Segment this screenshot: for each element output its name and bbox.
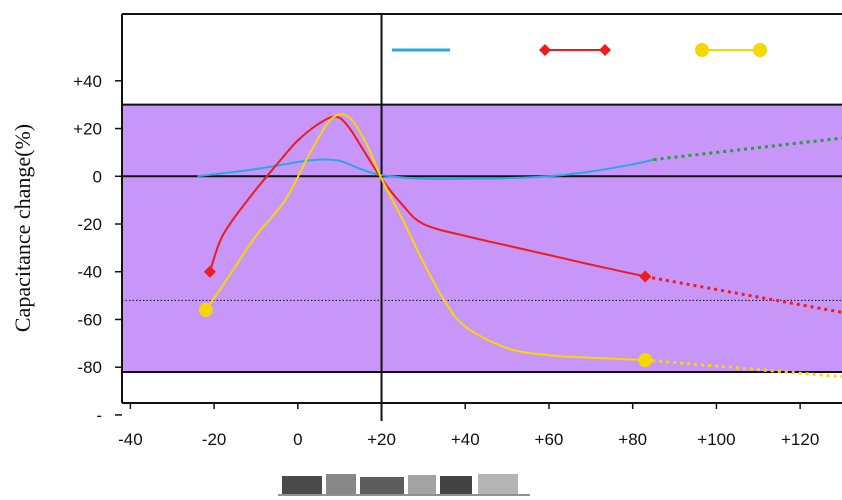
y-axis-label: Capacitance change(%) xyxy=(10,124,35,332)
x-tick-label-6: +80 xyxy=(618,430,647,449)
y-tick-label-6: -80 xyxy=(77,358,102,377)
legend xyxy=(392,43,767,57)
y-tick-label-0: +40 xyxy=(73,72,102,91)
series-0 xyxy=(197,136,842,180)
x-axis-label-smudge xyxy=(278,474,530,496)
y-tick-label-3: -20 xyxy=(77,215,102,234)
series-2-line xyxy=(204,113,646,361)
x-tick-label-4: +40 xyxy=(451,430,480,449)
series-2-extension xyxy=(645,358,842,379)
legend-marker-red-right xyxy=(599,44,611,56)
legend-marker-yellow-right xyxy=(753,43,767,57)
series-1-line xyxy=(208,115,646,278)
legend-marker-yellow-left xyxy=(695,43,709,57)
series-2 xyxy=(198,113,842,379)
x-tick-label-2: 0 xyxy=(293,430,302,449)
series-1-marker-1 xyxy=(639,270,652,283)
series-0-line xyxy=(197,158,654,180)
y-tick-label-2: 0 xyxy=(93,167,102,186)
x-tick-label-0: -40 xyxy=(118,430,143,449)
y-tick-label-1: +20 xyxy=(73,120,102,139)
series-2-marker-1 xyxy=(638,353,653,368)
x-tick-label-1: -20 xyxy=(202,430,227,449)
y-tick-label-7: - xyxy=(96,406,102,425)
legend-marker-red-left xyxy=(539,44,551,56)
x-tick-label-3: +20 xyxy=(367,430,396,449)
series-1-marker-0 xyxy=(203,265,216,278)
limit-band xyxy=(122,104,842,372)
y-tick-label-4: -40 xyxy=(77,263,102,282)
x-tick-label-5: +60 xyxy=(535,430,564,449)
x-tick-label-8: +120 xyxy=(781,430,819,449)
x-tick-label-7: +100 xyxy=(697,430,735,449)
series-1 xyxy=(203,115,842,314)
series-2-marker-0 xyxy=(198,302,213,317)
series-1-extension xyxy=(644,275,842,314)
y-tick-label-5: -60 xyxy=(77,310,102,329)
